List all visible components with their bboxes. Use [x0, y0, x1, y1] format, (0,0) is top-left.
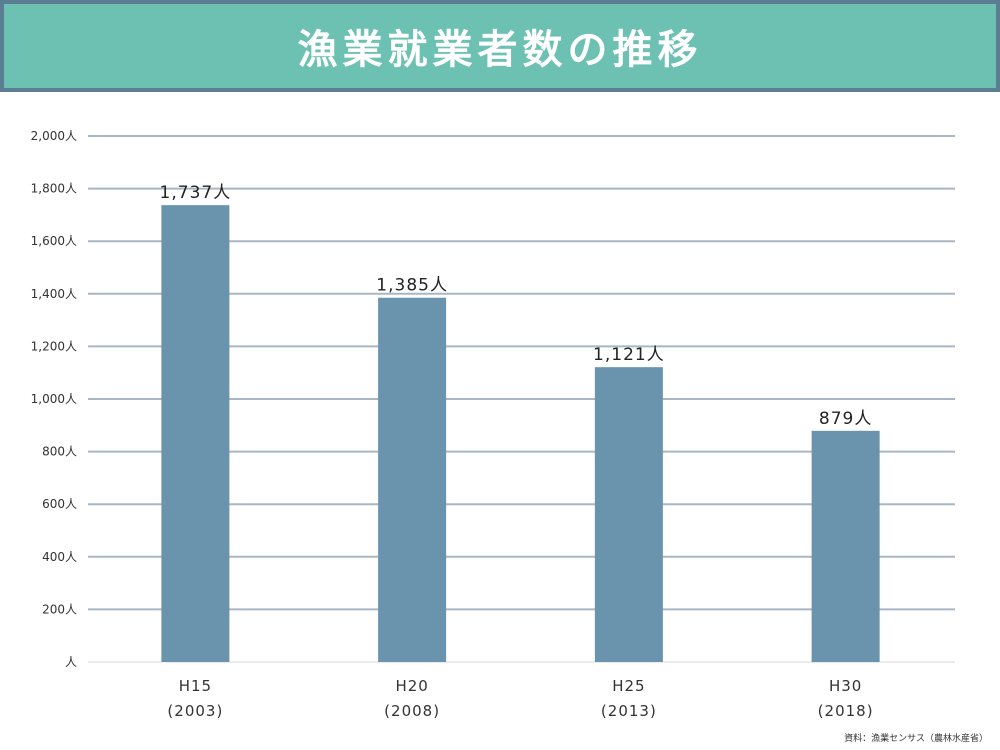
y-tick-label: 400人 — [42, 550, 77, 564]
bar — [811, 430, 880, 662]
x-tick-year-label: (2013) — [601, 702, 657, 720]
x-tick-year-label: (2003) — [167, 702, 223, 720]
data-label: 1,737人 — [160, 183, 232, 203]
data-label: 1,385人 — [376, 276, 448, 296]
x-tick-year-label: (2018) — [818, 702, 874, 720]
y-tick-label: 1,600人 — [31, 234, 77, 248]
title-banner: 漁業就業者数の推移 — [0, 0, 1000, 92]
y-tick-label: 1,200人 — [31, 339, 77, 353]
y-tick-label: 1,000人 — [31, 392, 77, 406]
x-tick-label: H20 — [395, 677, 428, 695]
y-tick-label: 800人 — [42, 445, 77, 459]
data-label: 1,121人 — [593, 345, 665, 365]
chart-title: 漁業就業者数の推移 — [297, 27, 703, 73]
y-tick-label: 1,800人 — [31, 182, 77, 196]
x-tick-label: H15 — [179, 677, 212, 695]
y-tick-label: 2,000人 — [31, 129, 77, 143]
y-tick-label: 1,400人 — [31, 287, 77, 301]
x-tick-label: H30 — [829, 677, 862, 695]
bar — [594, 367, 663, 662]
x-tick-year-label: (2008) — [384, 702, 440, 720]
y-tick-label: 600人 — [42, 497, 77, 511]
bar — [378, 297, 447, 662]
y-tick-label: 人 — [65, 655, 77, 669]
y-tick-label: 200人 — [42, 602, 77, 616]
source-note: 資料：漁業センサス（農林水産省） — [844, 734, 988, 744]
bar — [161, 205, 230, 662]
x-tick-label: H25 — [612, 677, 645, 695]
data-label: 879人 — [819, 409, 872, 429]
